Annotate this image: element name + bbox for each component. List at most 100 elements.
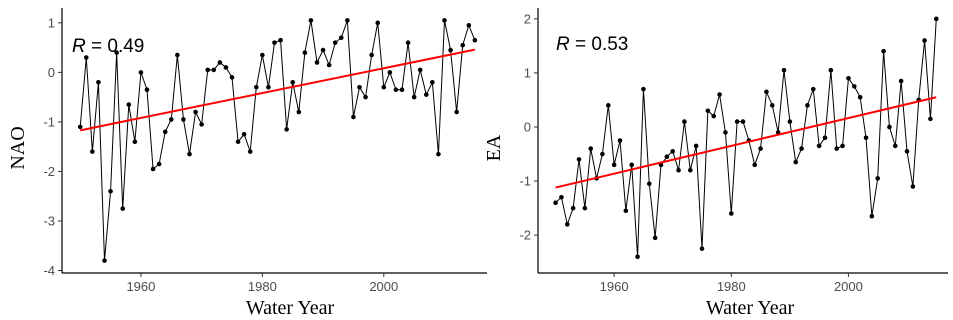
nao-data-point [150, 166, 156, 172]
nao-correlation-label: R = 0.49 [72, 36, 144, 57]
ea-data-point [699, 246, 705, 251]
ea-data-point [928, 116, 933, 122]
ea-data-point [910, 184, 916, 189]
ea-data-point [711, 113, 717, 119]
ea-data-point [553, 200, 558, 205]
ea-data-point [805, 103, 810, 108]
ea-data-point [676, 167, 681, 173]
nao-data-point [114, 50, 119, 55]
nao-chart: -4 -3 -2 -1 0 1 1960 1980 2000 Water Year NAO R … [7, 8, 487, 319]
nao-data-point [363, 94, 368, 100]
ea-series-line [555, 18, 937, 257]
ea-data-point [588, 146, 594, 151]
ea-data-point [822, 135, 828, 141]
ea-data-point [933, 16, 939, 22]
nao-data-point [320, 47, 326, 53]
nao-data-point [144, 87, 150, 93]
nao-data-point [168, 117, 174, 122]
nao-data-point [284, 127, 289, 132]
nao-data-point [138, 70, 144, 75]
ea-data-point [623, 208, 629, 214]
nao-data-point [387, 70, 393, 75]
nao-y-tick-label: -2 [43, 164, 55, 179]
nao-data-point [181, 117, 186, 122]
nao-data-point [411, 94, 417, 100]
ea-data-point [851, 84, 857, 89]
nao-data-point [278, 37, 283, 43]
nao-data-point [229, 75, 235, 80]
nao-data-point [120, 206, 126, 211]
ea-plot-area: -2 -1 0 1 2 1960 1980 2000 [519, 8, 948, 294]
ea-data-point [559, 194, 564, 200]
nao-data-point [423, 92, 429, 97]
nao-data-point [211, 67, 217, 73]
ea-data-point [705, 108, 711, 114]
nao-data-point [454, 109, 459, 115]
ea-data-point [617, 138, 623, 143]
ea-data-point [641, 86, 646, 92]
ea-data-point [734, 119, 740, 124]
ea-data-point [881, 48, 886, 54]
nao-data-point [430, 79, 435, 85]
nao-data-point [187, 151, 192, 157]
nao-data-point [302, 50, 308, 55]
ea-data-point [781, 67, 787, 73]
nao-y-tick-label: -3 [43, 213, 55, 228]
ea-data-point [834, 146, 840, 151]
nao-series-line [79, 20, 476, 261]
ea-data-point [787, 119, 793, 124]
ea-data-point [863, 135, 869, 141]
ea-data-point [869, 213, 875, 219]
ea-y-tick-label: -2 [519, 228, 531, 243]
ea-data-point [570, 205, 576, 211]
nao-data-point [345, 18, 350, 23]
nao-data-point [448, 47, 453, 53]
ea-data-point [723, 130, 728, 135]
ea-data-point [898, 78, 904, 84]
ea-data-point [828, 67, 834, 73]
nao-data-point [193, 109, 198, 115]
ea-data-point [687, 167, 693, 173]
ea-data-point [887, 124, 892, 130]
nao-data-point [205, 67, 211, 73]
ea-data-point [646, 181, 652, 187]
nao-data-point [96, 79, 101, 85]
nao-data-point [260, 52, 265, 58]
nao-data-point [162, 129, 168, 135]
nao-plot-area: -4 -3 -2 -1 0 1 1960 1980 2000 [43, 8, 487, 294]
ea-data-point [840, 143, 845, 149]
nao-data-point [272, 40, 277, 45]
nao-y-axis-title: NAO [7, 126, 29, 169]
nao-data-point [381, 84, 387, 90]
ea-correlation-label: R = 0.53 [556, 34, 628, 55]
ea-data-point [717, 92, 722, 97]
nao-y-tick-label: 1 [48, 15, 55, 30]
nao-data-point [102, 258, 107, 263]
nao-y-tick-label: 0 [48, 65, 55, 80]
nao-data-point [338, 35, 344, 41]
ea-data-point [904, 149, 910, 154]
nao-data-point [417, 67, 423, 73]
ea-data-point [728, 211, 734, 216]
nao-data-point [235, 139, 241, 145]
nao-data-point [83, 55, 89, 60]
nao-data-point [357, 84, 362, 90]
nao-data-point [156, 161, 162, 167]
ea-data-point [582, 205, 588, 211]
ea-data-point [605, 103, 611, 108]
ea-data-point [670, 149, 676, 154]
nao-x-tick-label: 1980 [248, 279, 277, 294]
ea-x-tick-label: 2000 [834, 279, 863, 294]
nao-data-point [393, 87, 399, 93]
ea-data-point [635, 254, 640, 260]
nao-data-point [326, 62, 332, 68]
ea-correlation-symbol: R [556, 34, 570, 55]
nao-data-point [314, 60, 320, 65]
nao-correlation-symbol: R [72, 36, 86, 57]
nao-data-point [442, 18, 447, 23]
nao-x-tick-label: 1960 [126, 279, 155, 294]
ea-x-axis-title: Water Year [706, 297, 795, 319]
nao-data-point [369, 52, 374, 58]
ea-data-point [758, 146, 763, 151]
nao-data-point [466, 23, 472, 28]
